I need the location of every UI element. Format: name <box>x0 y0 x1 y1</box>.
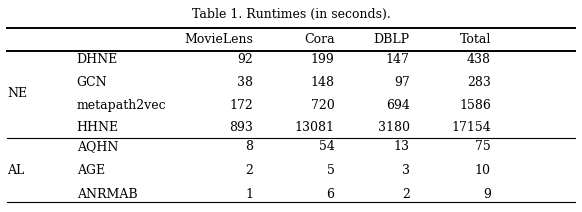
Text: 893: 893 <box>229 121 253 134</box>
Text: 9: 9 <box>483 188 491 201</box>
Text: 2: 2 <box>246 164 253 177</box>
Text: 283: 283 <box>467 76 491 89</box>
Text: Table 1. Runtimes (in seconds).: Table 1. Runtimes (in seconds). <box>191 8 391 21</box>
Text: 199: 199 <box>311 53 335 67</box>
Text: 5: 5 <box>327 164 335 177</box>
Text: 2: 2 <box>402 188 410 201</box>
Text: DBLP: DBLP <box>374 33 410 46</box>
Text: AGE: AGE <box>77 164 105 177</box>
Text: 6: 6 <box>327 188 335 201</box>
Text: Total: Total <box>459 33 491 46</box>
Text: 54: 54 <box>318 140 335 153</box>
Text: 17154: 17154 <box>451 121 491 134</box>
Text: 10: 10 <box>475 164 491 177</box>
Text: 97: 97 <box>394 76 410 89</box>
Text: metapath2vec: metapath2vec <box>77 99 166 112</box>
Text: 438: 438 <box>467 53 491 67</box>
Text: 3180: 3180 <box>378 121 410 134</box>
Text: Cora: Cora <box>304 33 335 46</box>
Text: 75: 75 <box>475 140 491 153</box>
Text: AQHN: AQHN <box>77 140 118 153</box>
Text: HHNE: HHNE <box>77 121 119 134</box>
Text: ANRMAB: ANRMAB <box>77 188 137 201</box>
Text: 13: 13 <box>394 140 410 153</box>
Text: 694: 694 <box>386 99 410 112</box>
Text: 38: 38 <box>237 76 253 89</box>
Text: 148: 148 <box>310 76 335 89</box>
Text: 1: 1 <box>246 188 253 201</box>
Text: 720: 720 <box>311 99 335 112</box>
Text: 13081: 13081 <box>294 121 335 134</box>
Text: GCN: GCN <box>77 76 107 89</box>
Text: AL: AL <box>7 164 24 177</box>
Text: 3: 3 <box>402 164 410 177</box>
Text: MovieLens: MovieLens <box>184 33 253 46</box>
Text: 8: 8 <box>246 140 253 153</box>
Text: 92: 92 <box>237 53 253 67</box>
Text: DHNE: DHNE <box>77 53 118 67</box>
Text: 147: 147 <box>386 53 410 67</box>
Text: NE: NE <box>7 88 27 100</box>
Text: 172: 172 <box>230 99 253 112</box>
Text: 1586: 1586 <box>459 99 491 112</box>
